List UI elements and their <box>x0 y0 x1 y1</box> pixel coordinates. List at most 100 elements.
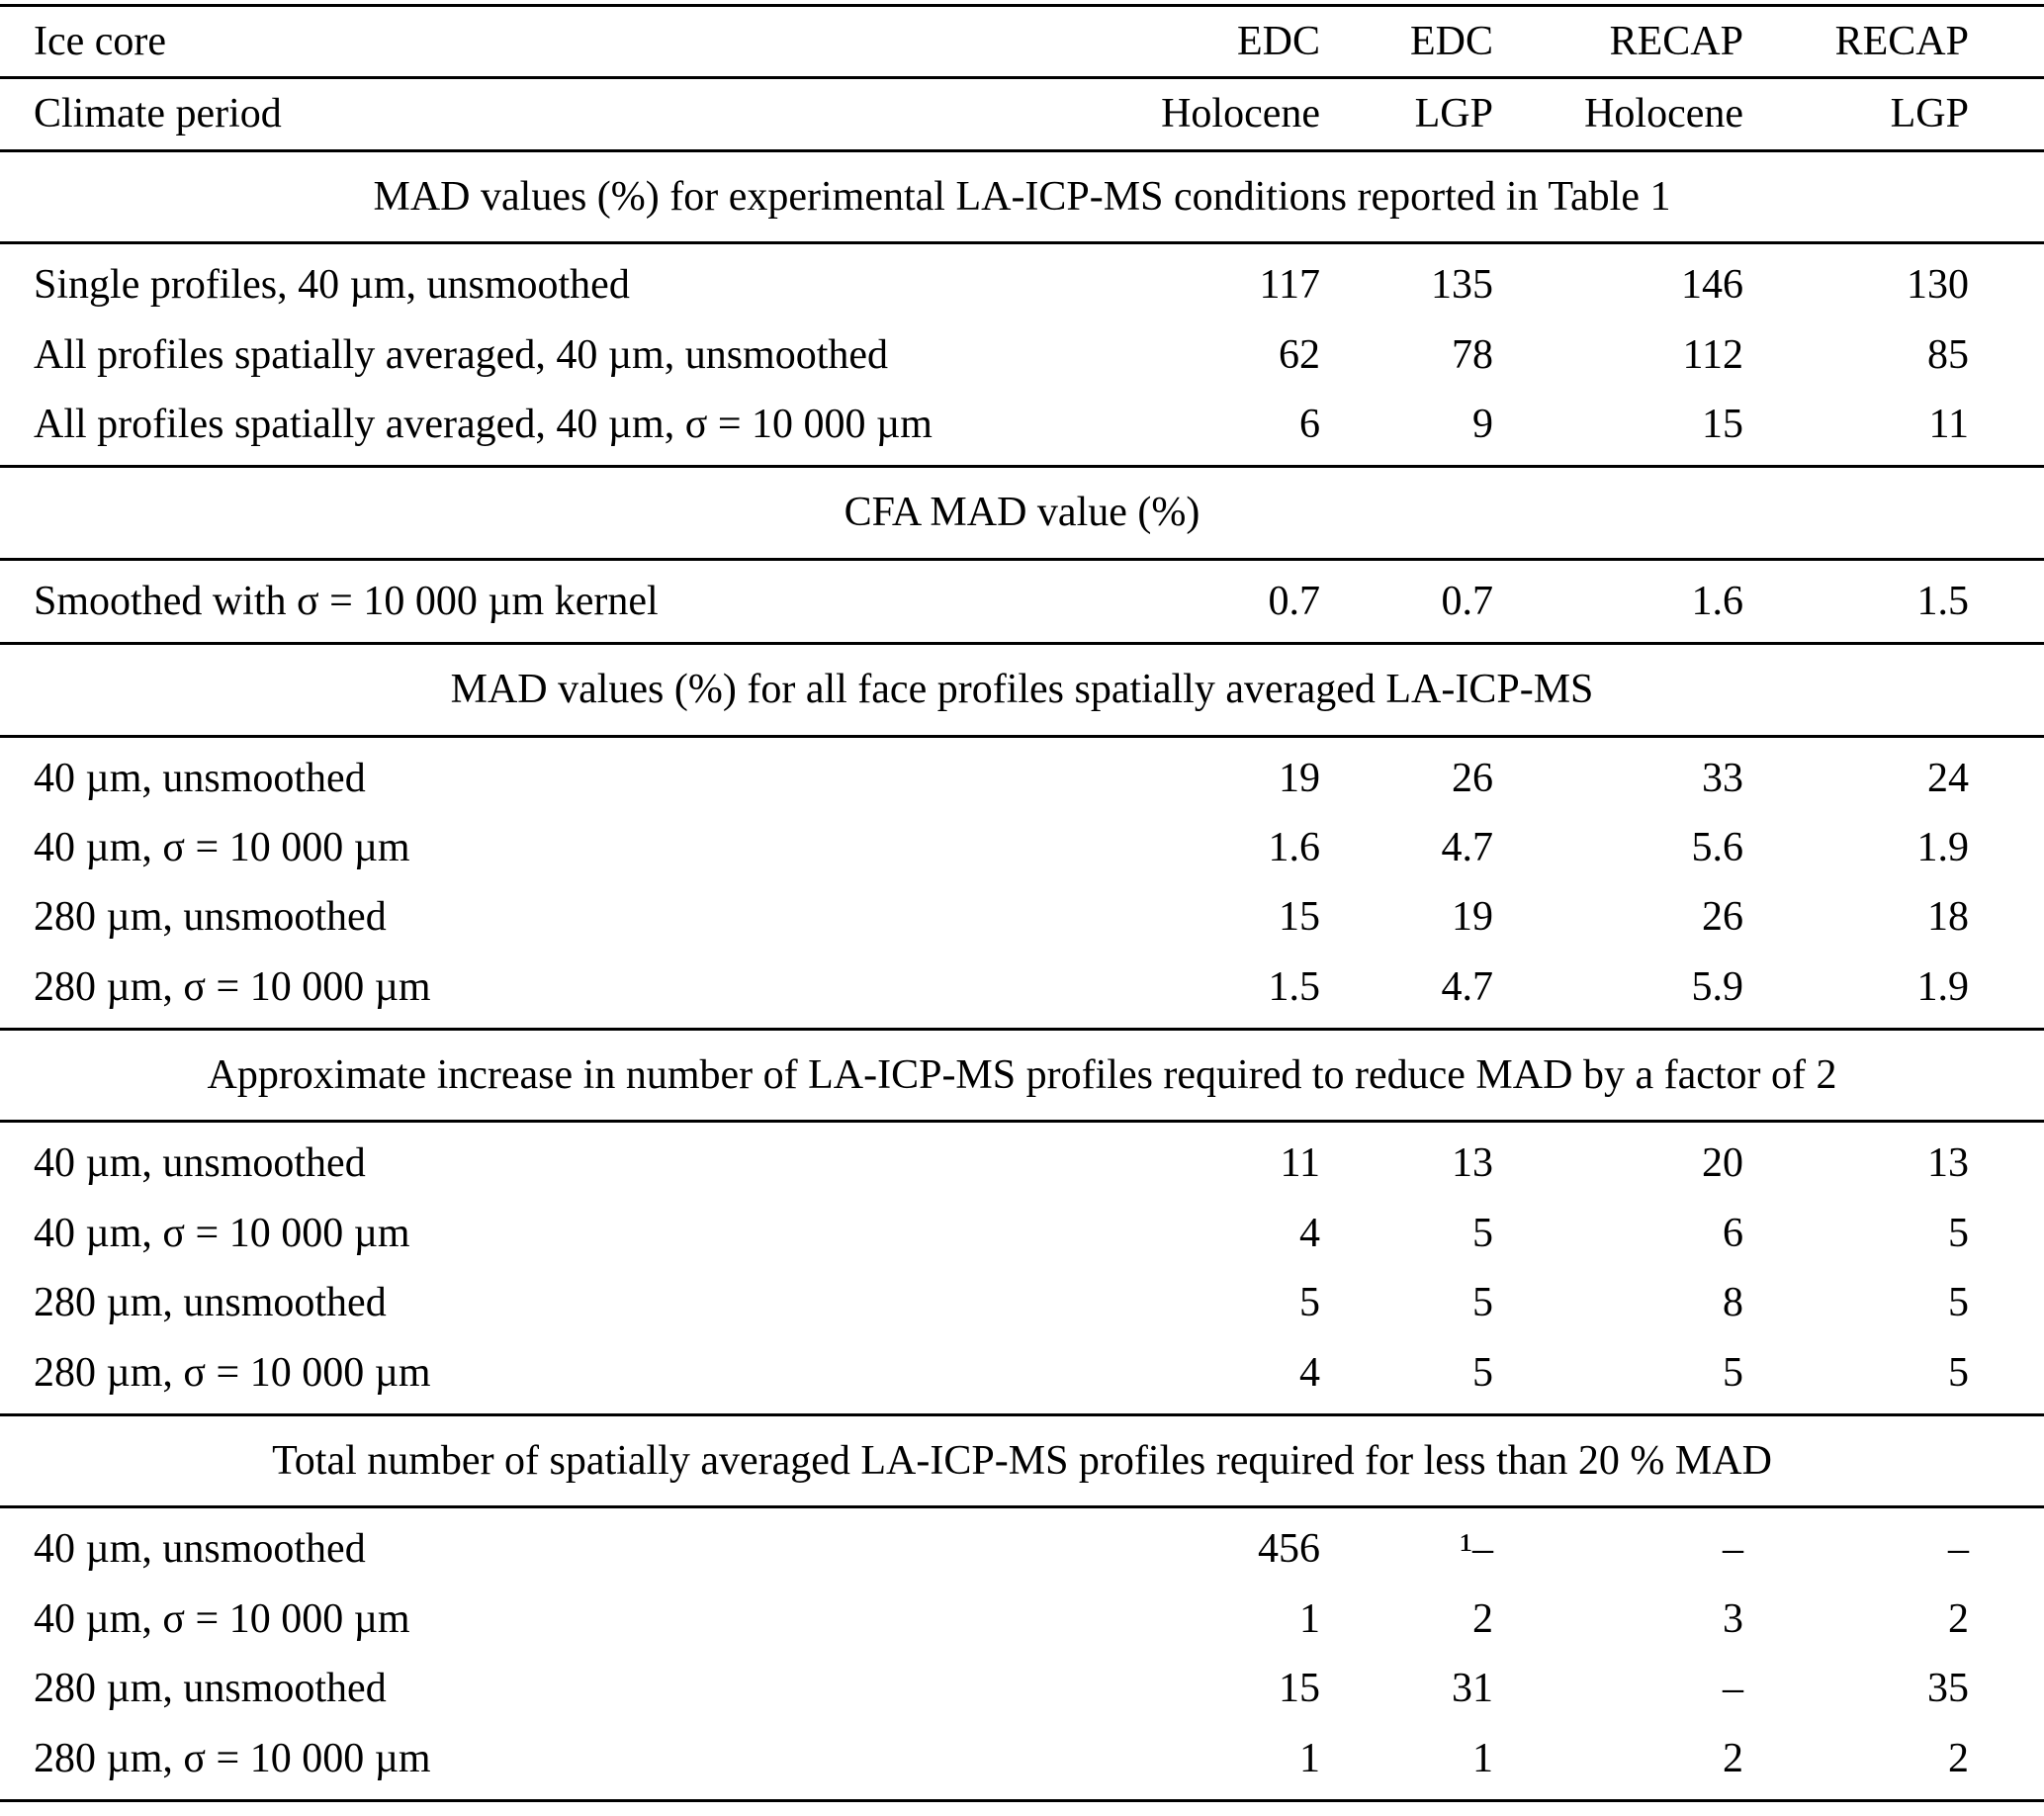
row-label: 40 µm, unsmoothed <box>34 1140 366 1187</box>
row-label: Smoothed with σ = 10 000 µm kernel <box>34 578 659 624</box>
horizontal-rule <box>0 4 2044 7</box>
header-row-ice-core: Ice core EDC EDC RECAP RECAP <box>0 7 2044 76</box>
section-title: Approximate increase in number of LA-ICP… <box>207 1052 1837 1099</box>
value-cell: 24 <box>1927 755 1969 801</box>
value-cell: 11 <box>1280 1140 1320 1187</box>
table-row: 280 µm, unsmoothed 15 19 26 18 <box>0 882 2044 952</box>
table-row: 40 µm, unsmoothed 19 26 33 24 <box>0 744 2044 813</box>
value-cell: 35 <box>1927 1666 1969 1712</box>
value-cell: 13 <box>1452 1140 1493 1187</box>
row-label: 280 µm, unsmoothed <box>34 1666 387 1712</box>
value-cell: 15 <box>1279 894 1320 941</box>
horizontal-rule <box>0 642 2044 646</box>
row-label: 40 µm, σ = 10 000 µm <box>34 824 410 870</box>
value-cell: 5 <box>1723 1349 1743 1396</box>
table-row: All profiles spatially averaged, 40 µm, … <box>0 390 2044 459</box>
horizontal-rule <box>0 1413 2044 1417</box>
value-cell: 15 <box>1279 1666 1320 1712</box>
value-cell: 1 <box>1299 1735 1320 1781</box>
value-cell: 2 <box>1472 1595 1493 1642</box>
value-cell: 8 <box>1723 1280 1743 1326</box>
value-cell: 2 <box>1723 1735 1743 1781</box>
value-cell: ¹– <box>1460 1526 1493 1573</box>
header-label: Climate period <box>34 91 282 137</box>
horizontal-rule <box>0 1028 2044 1032</box>
value-cell: 4 <box>1299 1349 1320 1396</box>
table-row: 40 µm, unsmoothed 456 ¹– – – <box>0 1514 2044 1584</box>
value-cell: 26 <box>1702 894 1743 941</box>
header-cell: LGP <box>1890 91 1969 137</box>
value-cell: 1 <box>1472 1735 1493 1781</box>
table-row: 280 µm, unsmoothed 5 5 8 5 <box>0 1268 2044 1337</box>
section-rows: 40 µm, unsmoothed 19 26 33 24 40 µm, σ =… <box>0 738 2044 1029</box>
value-cell: 146 <box>1681 262 1743 309</box>
header-cell: RECAP <box>1834 19 1969 64</box>
value-cell: 15 <box>1702 401 1743 447</box>
value-cell: 85 <box>1927 331 1969 378</box>
value-cell: 5 <box>1948 1280 1969 1326</box>
value-cell: 5 <box>1472 1210 1493 1256</box>
horizontal-rule <box>0 241 2044 245</box>
value-cell: 5 <box>1299 1280 1320 1326</box>
row-label: 280 µm, unsmoothed <box>34 894 387 941</box>
row-label: 280 µm, σ = 10 000 µm <box>34 1349 431 1396</box>
horizontal-rule <box>0 465 2044 469</box>
row-label: All profiles spatially averaged, 40 µm, … <box>34 331 889 378</box>
value-cell: – <box>1723 1526 1743 1573</box>
row-label: All profiles spatially averaged, 40 µm, … <box>34 401 933 447</box>
value-cell: 130 <box>1907 262 1969 309</box>
value-cell: 2 <box>1948 1595 1969 1642</box>
header-cell: EDC <box>1410 19 1493 64</box>
value-cell: 0.7 <box>1268 578 1321 624</box>
value-cell: 26 <box>1452 755 1493 801</box>
value-cell: 5 <box>1948 1210 1969 1256</box>
header-cell: Holocene <box>1584 91 1743 137</box>
section-rows: 40 µm, unsmoothed 456 ¹– – – 40 µm, σ = … <box>0 1508 2044 1799</box>
horizontal-rule <box>0 734 2044 738</box>
horizontal-rule <box>0 1120 2044 1124</box>
section-title: Total number of spatially averaged LA-IC… <box>272 1438 1772 1485</box>
value-cell: 19 <box>1279 755 1320 801</box>
header-row-climate-period: Climate period Holocene LGP Holocene LGP <box>0 79 2044 148</box>
value-cell: 5 <box>1948 1349 1969 1396</box>
value-cell: 1.9 <box>1916 963 1970 1010</box>
value-cell: 1 <box>1299 1595 1320 1642</box>
value-cell: 2 <box>1948 1735 1969 1781</box>
section-rows: 40 µm, unsmoothed 11 13 20 13 40 µm, σ =… <box>0 1123 2044 1413</box>
value-cell: 1.6 <box>1691 578 1744 624</box>
row-label: 280 µm, σ = 10 000 µm <box>34 963 431 1010</box>
value-cell: 9 <box>1472 401 1493 447</box>
row-label: 40 µm, unsmoothed <box>34 1526 366 1573</box>
horizontal-rule <box>0 1505 2044 1509</box>
table-row: 40 µm, σ = 10 000 µm 4 5 6 5 <box>0 1199 2044 1268</box>
value-cell: 4 <box>1299 1210 1320 1256</box>
value-cell: 6 <box>1299 401 1320 447</box>
value-cell: 20 <box>1702 1140 1743 1187</box>
value-cell: 456 <box>1258 1526 1320 1573</box>
header-cell: Holocene <box>1161 91 1320 137</box>
value-cell: 1.6 <box>1268 824 1321 870</box>
value-cell: 5 <box>1472 1280 1493 1326</box>
section-title: MAD values (%) for all face profiles spa… <box>450 667 1594 713</box>
value-cell: – <box>1948 1526 1969 1573</box>
value-cell: 0.7 <box>1441 578 1494 624</box>
value-cell: 3 <box>1723 1595 1743 1642</box>
value-cell: 1.9 <box>1916 824 1970 870</box>
value-cell: 62 <box>1279 331 1320 378</box>
horizontal-rule <box>0 1798 2044 1802</box>
table-row: 280 µm, σ = 10 000 µm 1.5 4.7 5.9 1.9 <box>0 953 2044 1022</box>
table-row: 40 µm, σ = 10 000 µm 1 2 3 2 <box>0 1585 2044 1654</box>
header-cell: RECAP <box>1609 19 1743 64</box>
value-cell: 117 <box>1259 262 1320 309</box>
header-cell: LGP <box>1414 91 1493 137</box>
horizontal-rule <box>0 148 2044 152</box>
value-cell: 1.5 <box>1268 963 1321 1010</box>
table-row: 40 µm, σ = 10 000 µm 1.6 4.7 5.6 1.9 <box>0 813 2044 882</box>
value-cell: 31 <box>1452 1666 1493 1712</box>
horizontal-rule <box>0 76 2044 80</box>
section-title: CFA MAD value (%) <box>844 490 1200 536</box>
row-label: 40 µm, unsmoothed <box>34 755 366 801</box>
value-cell: 11 <box>1928 401 1969 447</box>
value-cell: 5.9 <box>1691 963 1744 1010</box>
